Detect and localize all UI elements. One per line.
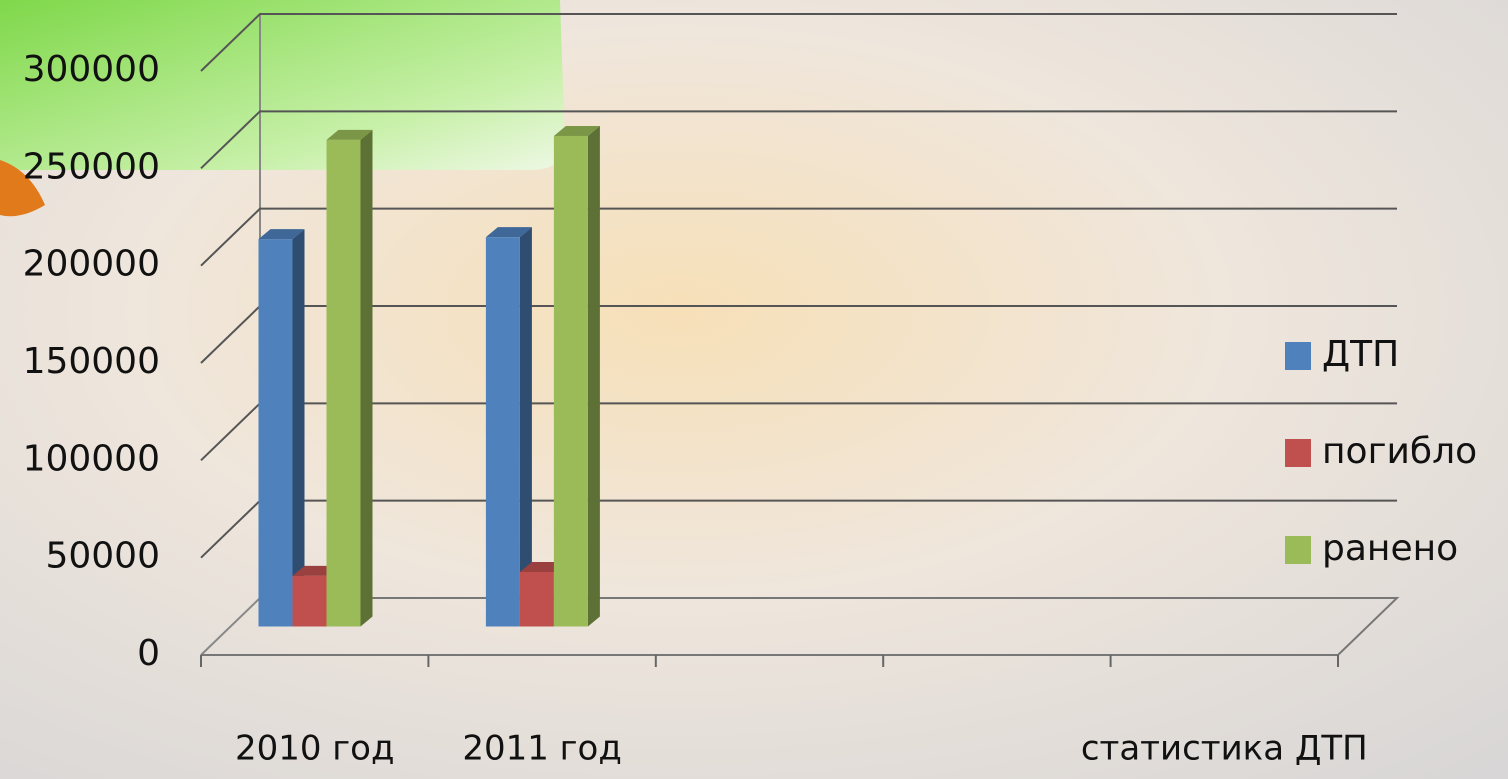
bar-top xyxy=(326,129,373,140)
bar-front xyxy=(258,239,293,627)
bar-front xyxy=(292,575,327,627)
decoration xyxy=(0,0,565,170)
bar-front xyxy=(553,135,588,627)
bar-front xyxy=(519,571,554,627)
grid-line xyxy=(200,207,1397,267)
x-tick-label: статистика ДТП xyxy=(1081,729,1368,769)
bar-side xyxy=(360,129,373,627)
legend-swatch xyxy=(1285,536,1311,564)
legend-label: погибло xyxy=(1322,431,1477,472)
grid-line xyxy=(200,13,1397,72)
y-tick-label: 200000 xyxy=(23,244,160,285)
bar xyxy=(553,125,600,627)
bar-top xyxy=(258,229,305,240)
legend-swatch xyxy=(1285,439,1311,467)
y-tick-label: 100000 xyxy=(23,438,160,479)
bar-top xyxy=(553,125,600,136)
decoration xyxy=(0,160,45,217)
bar-side xyxy=(587,125,600,627)
y-tick-label: 250000 xyxy=(23,146,160,187)
bar-side xyxy=(519,227,532,627)
grid-line xyxy=(200,110,1397,170)
bar-front xyxy=(485,237,520,627)
y-tick-label: 300000 xyxy=(23,49,160,90)
legend-label: ранено xyxy=(1322,528,1458,569)
y-tick-label: 50000 xyxy=(45,536,160,577)
y-tick-label: 150000 xyxy=(23,341,160,382)
bar xyxy=(258,229,305,627)
bar-top xyxy=(485,227,532,238)
bar xyxy=(485,227,532,627)
y-tick-label: 0 xyxy=(137,633,160,674)
floor xyxy=(201,597,1400,656)
bar xyxy=(326,129,373,627)
bar-front xyxy=(326,139,361,627)
x-tick-label: 2010 год xyxy=(235,729,395,769)
legend-label: ДТП xyxy=(1322,334,1399,375)
x-tick-label: 2011 год xyxy=(462,729,622,769)
legend-swatch xyxy=(1285,342,1311,370)
bar-side xyxy=(292,229,305,627)
